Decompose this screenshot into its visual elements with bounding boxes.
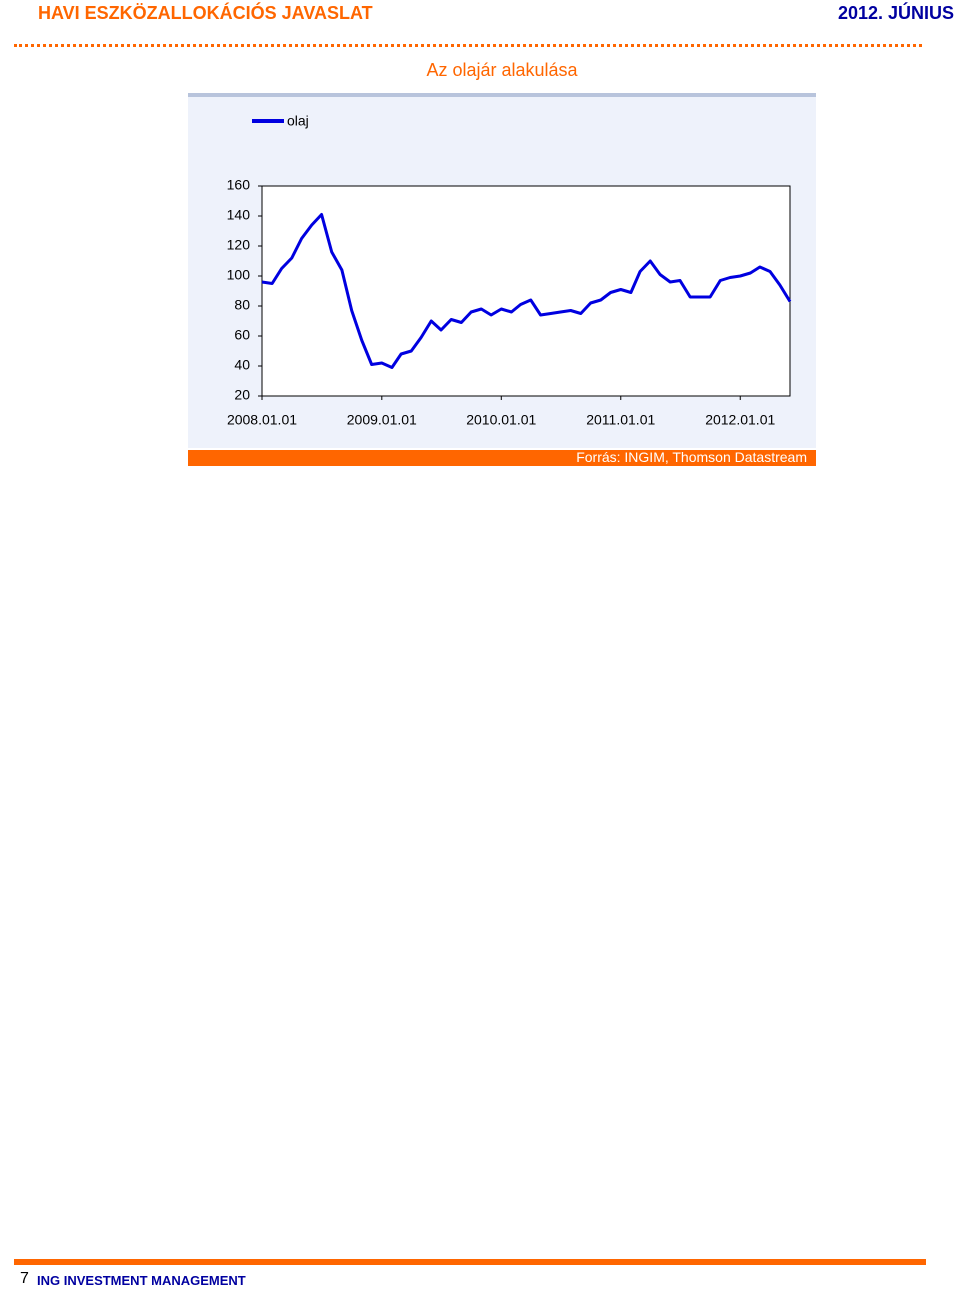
x-tick-label: 2009.01.01 — [347, 412, 417, 428]
footer-bar — [14, 1259, 926, 1265]
x-tick-label: 2008.01.01 — [227, 412, 297, 428]
chart-top-border — [188, 93, 816, 97]
source-bar — [188, 450, 816, 466]
x-tick-label: 2010.01.01 — [466, 412, 536, 428]
report-title: HAVI ESZKÖZALLOKÁCIÓS JAVASLAT — [38, 3, 373, 23]
y-tick-label: 20 — [234, 387, 250, 403]
divider — [14, 44, 922, 47]
source: Forrás: INGIM, Thomson Datastream — [576, 449, 807, 465]
chart-title: Az olajár alakulása — [426, 60, 578, 80]
y-tick-label: 140 — [227, 207, 251, 223]
chart: 20 40 60 80 100 120 140 160 2008.01.01 2009.01.01… — [188, 93, 816, 448]
y-tick-label: 160 — [227, 177, 251, 193]
y-tick-label: 40 — [234, 357, 250, 373]
y-tick-label: 60 — [234, 327, 250, 343]
plot-area — [261, 185, 791, 397]
data-line — [261, 213, 792, 369]
x-tick-label: 2012.01.01 — [705, 412, 775, 428]
y-tick-label: 100 — [227, 267, 251, 283]
company: ING INVESTMENT MANAGEMENT — [37, 1273, 246, 1288]
y-tick-label: 120 — [227, 237, 251, 253]
y-tick-label: 80 — [234, 297, 250, 313]
page-number: 7 — [20, 1270, 29, 1287]
legend-label: olaj — [287, 113, 309, 129]
report-date: 2012. JÚNIUS — [837, 3, 954, 23]
x-tick-label: 2011.01.01 — [586, 412, 655, 428]
